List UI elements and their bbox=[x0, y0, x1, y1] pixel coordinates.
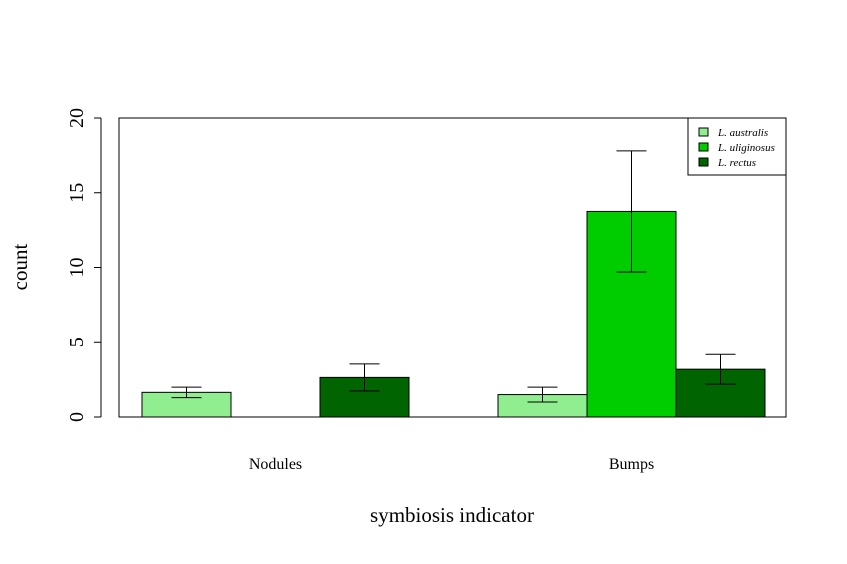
x-axis-label: symbiosis indicator bbox=[370, 503, 534, 527]
legend-swatch bbox=[698, 127, 709, 137]
bars-layer bbox=[141, 210, 766, 418]
legend-swatch bbox=[698, 142, 709, 152]
legend-label: L. rectus bbox=[717, 157, 756, 169]
y-axis-label: count bbox=[8, 244, 32, 291]
legend-item: L. rectus bbox=[698, 157, 756, 169]
legend: L. australis L. uliginosus L. rectus bbox=[687, 117, 787, 176]
x-category-label: Nodules bbox=[249, 456, 302, 473]
y-tick-label: 15 bbox=[66, 183, 88, 203]
legend-item: L. australis bbox=[698, 127, 768, 139]
legend-item: L. uliginosus bbox=[698, 142, 775, 154]
y-tick-label: 0 bbox=[66, 412, 88, 422]
y-tick-label: 20 bbox=[66, 108, 88, 128]
plot-area-frame bbox=[118, 117, 787, 418]
x-axis-category-labels: Nodules Bumps bbox=[249, 456, 654, 473]
error-bar bbox=[171, 386, 202, 399]
error-bar bbox=[527, 386, 558, 403]
legend-label: L. uliginosus bbox=[717, 142, 775, 154]
legend-swatch bbox=[698, 157, 709, 167]
error-bar bbox=[705, 353, 736, 385]
y-tick-label: 10 bbox=[66, 258, 88, 278]
error-bar bbox=[616, 150, 647, 273]
y-axis: 0 5 10 15 20 bbox=[66, 108, 102, 422]
bar bbox=[675, 368, 766, 418]
x-category-label: Bumps bbox=[609, 456, 654, 473]
error-bars-layer bbox=[171, 150, 736, 403]
error-bar bbox=[349, 363, 380, 392]
legend-label: L. australis bbox=[717, 127, 768, 139]
y-tick-label: 5 bbox=[66, 337, 88, 347]
